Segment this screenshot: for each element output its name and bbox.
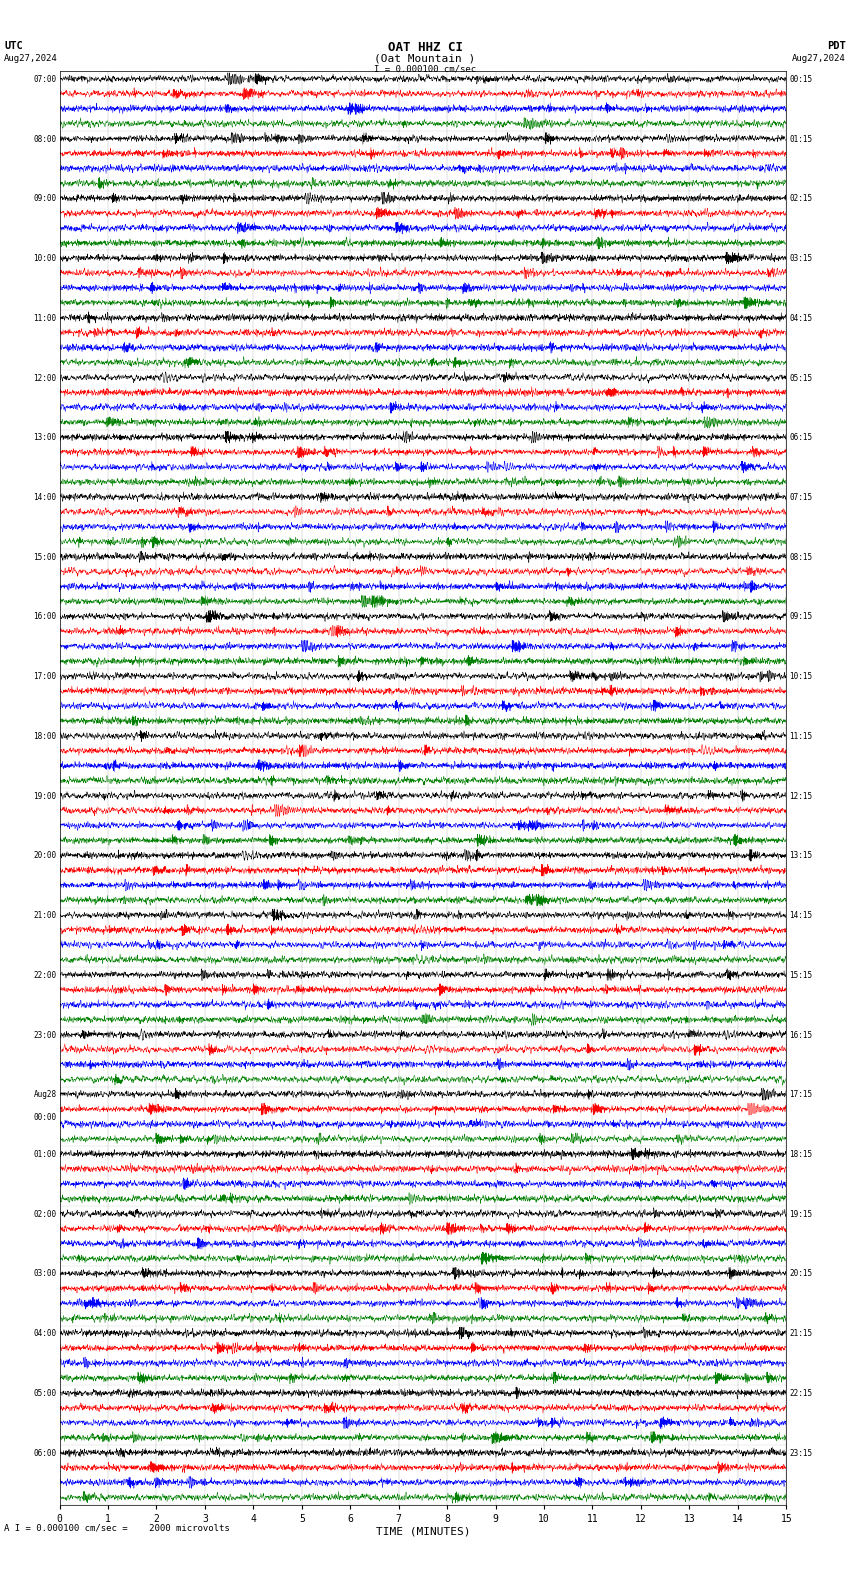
Text: 22:00: 22:00	[34, 971, 57, 980]
Text: 17:15: 17:15	[789, 1090, 812, 1099]
Text: 14:15: 14:15	[789, 911, 812, 920]
Text: Aug27,2024: Aug27,2024	[792, 54, 846, 63]
Text: 10:15: 10:15	[789, 672, 812, 681]
Text: 11:00: 11:00	[34, 314, 57, 323]
Text: I = 0.000100 cm/sec: I = 0.000100 cm/sec	[374, 65, 476, 74]
Text: Aug27,2024: Aug27,2024	[4, 54, 58, 63]
Text: 02:15: 02:15	[789, 195, 812, 203]
X-axis label: TIME (MINUTES): TIME (MINUTES)	[376, 1527, 470, 1536]
Text: 03:15: 03:15	[789, 253, 812, 263]
Text: 15:15: 15:15	[789, 971, 812, 980]
Text: PDT: PDT	[827, 41, 846, 51]
Text: 19:15: 19:15	[789, 1210, 812, 1218]
Text: 02:00: 02:00	[34, 1210, 57, 1218]
Text: 03:00: 03:00	[34, 1269, 57, 1278]
Text: 05:00: 05:00	[34, 1389, 57, 1399]
Text: 06:15: 06:15	[789, 434, 812, 442]
Text: UTC: UTC	[4, 41, 23, 51]
Text: 22:15: 22:15	[789, 1389, 812, 1399]
Text: 21:00: 21:00	[34, 911, 57, 920]
Text: (Oat Mountain ): (Oat Mountain )	[374, 54, 476, 63]
Text: 05:15: 05:15	[789, 374, 812, 382]
Text: 01:00: 01:00	[34, 1150, 57, 1159]
Text: 07:00: 07:00	[34, 74, 57, 84]
Text: 23:15: 23:15	[789, 1449, 812, 1457]
Text: 10:00: 10:00	[34, 253, 57, 263]
Text: 01:15: 01:15	[789, 135, 812, 144]
Text: 18:00: 18:00	[34, 732, 57, 741]
Text: Aug28: Aug28	[34, 1090, 57, 1099]
Text: 11:15: 11:15	[789, 732, 812, 741]
Text: 16:15: 16:15	[789, 1031, 812, 1039]
Text: 07:15: 07:15	[789, 493, 812, 502]
Text: 13:00: 13:00	[34, 434, 57, 442]
Text: 23:00: 23:00	[34, 1031, 57, 1039]
Text: 21:15: 21:15	[789, 1329, 812, 1338]
Text: 00:15: 00:15	[789, 74, 812, 84]
Text: 00:00: 00:00	[34, 1114, 57, 1121]
Text: 14:00: 14:00	[34, 493, 57, 502]
Text: 04:15: 04:15	[789, 314, 812, 323]
Text: 15:00: 15:00	[34, 553, 57, 562]
Text: A I = 0.000100 cm/sec =    2000 microvolts: A I = 0.000100 cm/sec = 2000 microvolts	[4, 1524, 230, 1533]
Text: 13:15: 13:15	[789, 851, 812, 860]
Text: 18:15: 18:15	[789, 1150, 812, 1159]
Text: 20:15: 20:15	[789, 1269, 812, 1278]
Text: 08:00: 08:00	[34, 135, 57, 144]
Text: 08:15: 08:15	[789, 553, 812, 562]
Text: 12:15: 12:15	[789, 792, 812, 800]
Text: 20:00: 20:00	[34, 851, 57, 860]
Text: 19:00: 19:00	[34, 792, 57, 800]
Text: 09:15: 09:15	[789, 613, 812, 621]
Text: OAT HHZ CI: OAT HHZ CI	[388, 41, 462, 54]
Text: 17:00: 17:00	[34, 672, 57, 681]
Text: 09:00: 09:00	[34, 195, 57, 203]
Text: 06:00: 06:00	[34, 1449, 57, 1457]
Text: 16:00: 16:00	[34, 613, 57, 621]
Text: 04:00: 04:00	[34, 1329, 57, 1338]
Text: 12:00: 12:00	[34, 374, 57, 382]
